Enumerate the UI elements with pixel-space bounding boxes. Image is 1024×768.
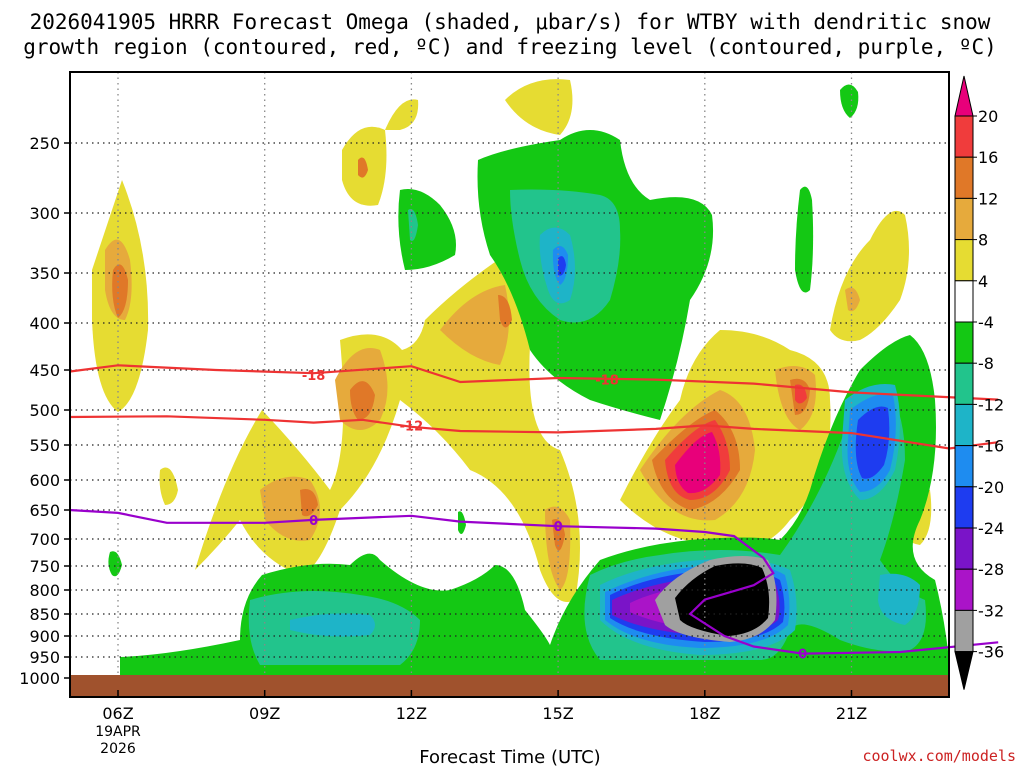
omega-region-descent [498, 295, 512, 328]
pressure-axis: 250 300 350 400 450 500 550 600 650 700 750 800 850 9… [19, 134, 70, 688]
omega-region-ascent [675, 563, 770, 636]
omega-region-descent [358, 157, 368, 178]
colorbar-label: -36 [978, 643, 1004, 662]
y-tick-label: 650 [29, 501, 60, 520]
omega-region-ascent [840, 84, 859, 118]
colorbar-label: 12 [978, 189, 998, 208]
colorbar-segment [954, 403, 974, 447]
y-tick-label: 500 [29, 401, 60, 420]
colorbar-label: 16 [978, 148, 998, 167]
colorbar-label: 20 [978, 107, 998, 126]
y-tick-label: 550 [29, 436, 60, 455]
x-axis-label: Forecast Time (UTC) [419, 747, 600, 768]
colorbar-label: 8 [978, 231, 988, 250]
omega-region-descent [159, 467, 178, 505]
freezing-level-contour [69, 508, 999, 655]
plot-frame [69, 71, 950, 698]
contour-label: -12 [400, 419, 424, 434]
colorbar-segment [954, 609, 974, 653]
grid-lines [70, 72, 949, 697]
ground-fill [70, 675, 949, 697]
omega-region-descent [440, 285, 509, 365]
colorbar-segment [954, 362, 974, 405]
omega-region-descent [675, 432, 721, 494]
plot-area: -18 -18 -12 0 0 0 [68, 71, 999, 698]
colorbar-min-arrow [954, 651, 974, 690]
omega-region-descent [112, 264, 128, 318]
x-tick-label: 09Z [249, 704, 280, 723]
y-tick-label: 850 [29, 605, 60, 624]
x-tick-label: 21Z [836, 704, 867, 723]
colorbar-label: -4 [978, 313, 994, 332]
colorbar-segment [954, 280, 974, 323]
contour-label: -18 [595, 374, 619, 389]
y-tick-label: 700 [29, 530, 60, 549]
colorbar-segment [954, 239, 974, 282]
colorbar-label: -28 [978, 560, 1004, 579]
omega-region-ascent [855, 406, 890, 479]
x-tick-label: 18Z [689, 704, 720, 723]
x-tick-label: 06Z [102, 704, 133, 723]
omega-region-ascent [290, 613, 375, 637]
y-tick-label: 900 [29, 627, 60, 646]
contour-label: 0 [554, 520, 563, 535]
y-tick-label: 750 [29, 557, 60, 576]
colorbar-label: -12 [978, 395, 1004, 414]
omega-region-ascent [558, 256, 566, 276]
contour-label: -18 [302, 369, 326, 384]
colorbar-segment [954, 445, 974, 488]
temperature-contours: -18 -18 -12 0 0 0 [68, 364, 999, 663]
colorbar-segment [954, 321, 974, 364]
contour-label: 0 [309, 514, 318, 529]
omega-region-descent [505, 79, 573, 135]
colorbar-segment [954, 568, 974, 611]
colorbar-segment [954, 197, 974, 241]
omega-region-ascent [795, 186, 814, 293]
colorbar-segment [954, 527, 974, 570]
y-tick-label: 300 [29, 204, 60, 223]
colorbar-max-arrow [954, 75, 974, 117]
dendritic-growth-contour [69, 415, 999, 450]
colorbar-segment [954, 115, 974, 158]
x-tick-label: 12Z [396, 704, 427, 723]
colorbar-segment [954, 486, 974, 529]
omega-region-ascent [398, 189, 456, 270]
omega-region-descent [795, 384, 807, 404]
date-label-day: 19APR [95, 724, 141, 740]
colorbar-segment [954, 156, 974, 199]
omega-region-ascent [408, 209, 418, 241]
chart-title-line2: growth region (contoured, red, ºC) and f… [23, 35, 997, 59]
colorbar-label: -24 [978, 519, 1004, 538]
y-tick-label: 400 [29, 314, 60, 333]
omega-region-descent [845, 287, 860, 312]
y-tick-label: 1000 [19, 669, 60, 688]
time-axis: 06Z 09Z 12Z 15Z 18Z 21Z [102, 690, 867, 723]
colorbar-label: -20 [978, 478, 1004, 497]
y-tick-label: 800 [29, 581, 60, 600]
colorbar-label: -16 [978, 437, 1004, 456]
chart-title-line1: 2026041905 HRRR Forecast Omega (shaded, … [30, 10, 991, 34]
omega-region-ascent [878, 573, 920, 625]
colorbar-label: -8 [978, 354, 994, 373]
y-tick-label: 950 [29, 648, 60, 667]
colorbar-label: -32 [978, 601, 1004, 620]
colorbar-label: 4 [978, 272, 988, 291]
x-tick-label: 15Z [542, 704, 573, 723]
y-tick-label: 350 [29, 264, 60, 283]
y-tick-label: 250 [29, 134, 60, 153]
contour-label: 0 [798, 648, 807, 663]
y-tick-label: 600 [29, 471, 60, 490]
omega-region-descent [385, 99, 419, 130]
date-label-year: 2026 [100, 741, 136, 757]
y-tick-label: 450 [29, 361, 60, 380]
colorbar: 20 16 12 8 4 -4 -8 -12 -16 -20 -24 -28 -32 -36 [954, 75, 1004, 690]
dendritic-growth-contour [68, 364, 999, 401]
credit-text: coolwx.com/models [862, 747, 1016, 765]
